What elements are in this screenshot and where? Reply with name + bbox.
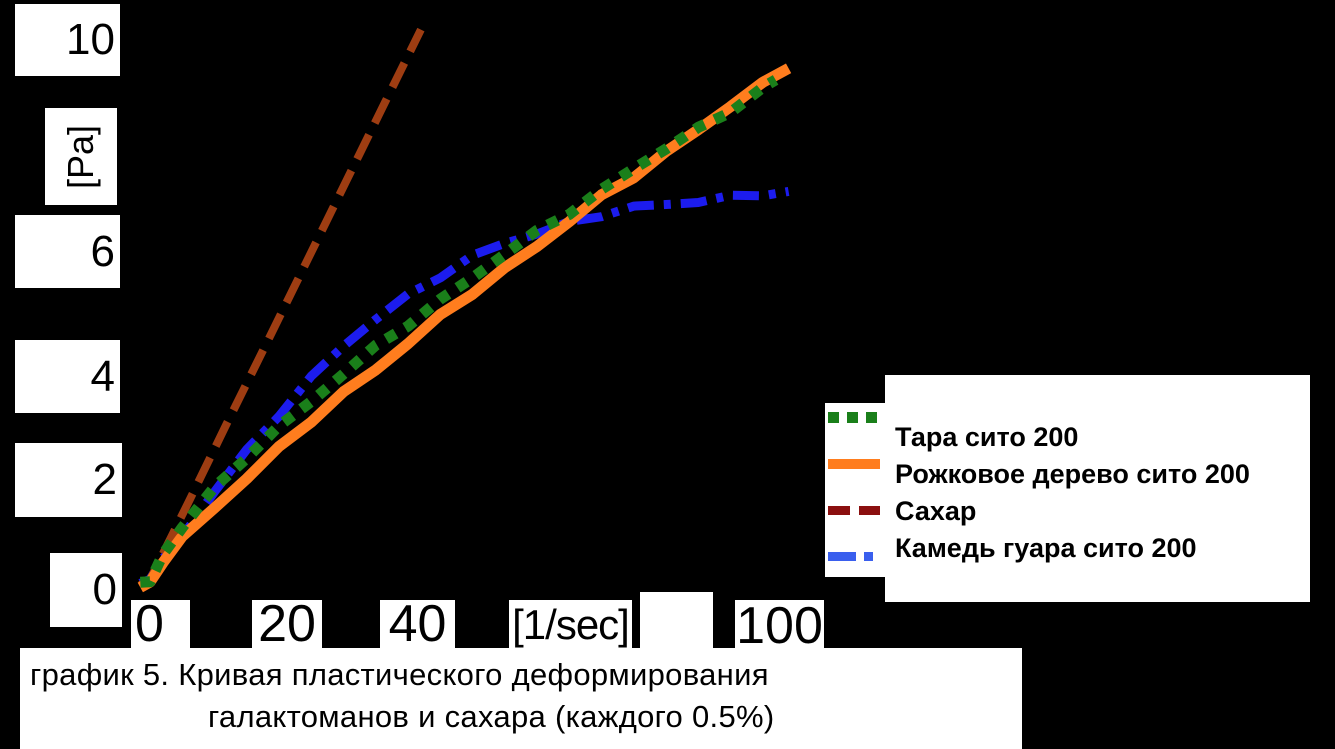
legend-entry-tara: Тара сито 200: [895, 422, 1079, 452]
x-axis-unit-label: [1/sec]: [509, 600, 632, 649]
legend-swatch-tara-dotted: [828, 412, 880, 423]
legend-box: [885, 375, 1310, 602]
x-tick-40: 40: [380, 598, 455, 650]
caption-line-2: галактоманов и сахара (каждого 0.5%): [208, 699, 775, 734]
series-line-0: [140, 75, 779, 588]
x-tick-20: 20: [252, 598, 322, 650]
y-axis-label-text: [Pa]: [59, 124, 101, 189]
legend-swatch-strip: [825, 403, 885, 577]
legend-entry-locust: Рожковое дерево сито 200: [895, 459, 1250, 489]
legend-swatch-sugar-dashed: [828, 506, 880, 515]
x-tick-blank: [640, 592, 713, 650]
x-tick-0: 0: [131, 598, 190, 650]
y-tick-6: 6: [15, 215, 120, 288]
y-tick-10: 10: [15, 4, 120, 76]
series-line-1: [137, 63, 792, 593]
caption-line-1: график 5. Кривая пластического деформиро…: [30, 657, 769, 692]
y-tick-2: 2: [15, 443, 122, 517]
caption-box: график 5. Кривая пластического деформиро…: [20, 648, 1022, 749]
y-tick-0: 0: [50, 553, 122, 627]
legend-entry-guar: Камедь гуара сито 200: [895, 533, 1197, 563]
legend-swatch-locust-solid: [828, 459, 880, 469]
y-axis-label: [Pa]: [45, 108, 117, 205]
legend-entry-sugar: Сахар: [895, 496, 977, 526]
series-line-2: [138, 27, 425, 589]
series-line-3: [138, 186, 790, 588]
y-tick-4: 4: [15, 340, 120, 413]
x-tick-100: 100: [735, 597, 824, 655]
legend-swatch-guar-dashdot: [828, 552, 880, 561]
